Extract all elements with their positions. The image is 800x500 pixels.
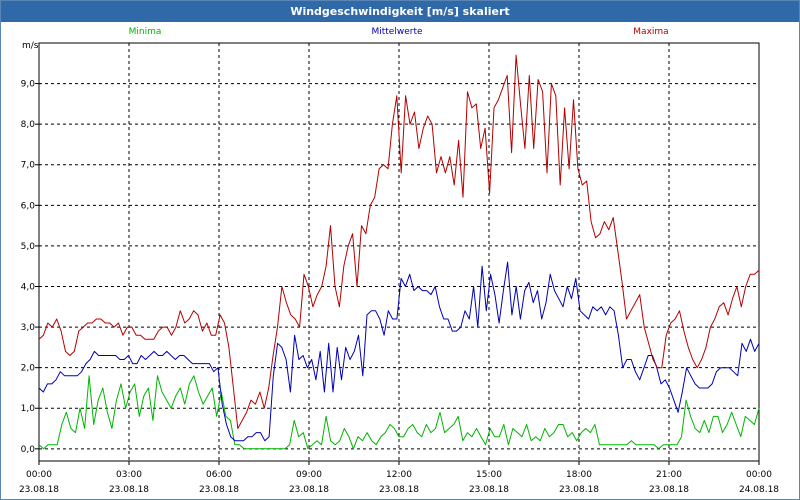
x-tick-time: 03:00 bbox=[116, 470, 142, 480]
y-tick-label: 4,0 bbox=[21, 282, 36, 292]
series-line-minima bbox=[38, 375, 760, 450]
x-tick-time: 06:00 bbox=[206, 470, 232, 480]
x-tick-date: 23.08.18 bbox=[379, 485, 419, 495]
legend-item-minima: Minima bbox=[129, 27, 162, 37]
x-tick-date: 23.08.18 bbox=[19, 485, 59, 495]
series-lines bbox=[38, 54, 760, 450]
x-tick-time: 09:00 bbox=[296, 470, 322, 480]
y-tick-label: 8,0 bbox=[21, 120, 36, 130]
y-tick-label: 5,0 bbox=[21, 242, 36, 252]
x-tick-time: 12:00 bbox=[386, 470, 412, 480]
x-tick-time: 18:00 bbox=[566, 470, 592, 480]
y-tick-label: 3,0 bbox=[21, 323, 36, 333]
x-axis: 00:00 23.08.18 03:00 23.08.18 06:00 23.08.18 0… bbox=[19, 461, 779, 495]
y-tick-label: 9,0 bbox=[21, 80, 36, 90]
x-tick-date: 24.08.18 bbox=[739, 485, 779, 495]
x-tick-time: 00:00 bbox=[746, 470, 772, 480]
window-title: Windgeschwindigkeit [m/s] skaliert bbox=[1, 1, 799, 22]
grid bbox=[39, 43, 759, 461]
x-tick-date: 23.08.18 bbox=[109, 485, 149, 495]
x-tick-date: 23.08.18 bbox=[469, 485, 509, 495]
x-tick-time: 15:00 bbox=[476, 470, 502, 480]
series-line-mittelwerte bbox=[38, 261, 760, 442]
y-axis: 0,0 1,0 2,0 3,0 4,0 5,0 6,0 7,0 8,0 9,0 bbox=[21, 80, 39, 455]
x-tick-date: 23.08.18 bbox=[289, 485, 329, 495]
x-tick-date: 23.08.18 bbox=[559, 485, 599, 495]
x-tick-time: 21:00 bbox=[656, 470, 682, 480]
legend: Minima Mittelwerte Maxima bbox=[129, 27, 669, 37]
y-tick-label: 6,0 bbox=[21, 201, 36, 211]
y-tick-label: 0,0 bbox=[21, 445, 36, 455]
y-axis-unit: m/s bbox=[22, 41, 39, 51]
x-tick-time: 00:00 bbox=[26, 470, 52, 480]
y-tick-label: 7,0 bbox=[21, 161, 36, 171]
y-tick-label: 1,0 bbox=[21, 404, 36, 414]
legend-item-mittelwerte: Mittelwerte bbox=[371, 27, 422, 37]
x-tick-date: 23.08.18 bbox=[199, 485, 239, 495]
series-line-maxima bbox=[38, 54, 760, 429]
x-tick-date: 23.08.18 bbox=[649, 485, 689, 495]
y-tick-label: 2,0 bbox=[21, 364, 36, 374]
legend-item-maxima: Maxima bbox=[633, 27, 668, 37]
